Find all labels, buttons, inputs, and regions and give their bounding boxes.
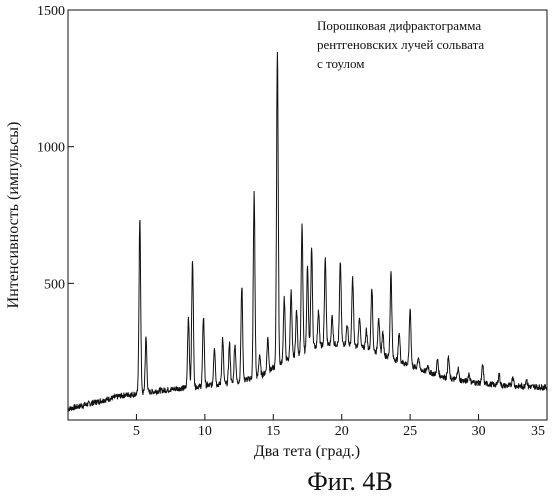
x-axis-label: Два тета (град.): [254, 443, 360, 460]
figure-caption: Фиг. 4В: [307, 467, 393, 496]
x-tick-label: 30: [472, 424, 486, 439]
y-tick-label: 1000: [37, 141, 65, 156]
annotation-line-2: рентгеновских лучей сольвата: [317, 37, 484, 52]
x-tick-label: 25: [403, 424, 417, 439]
diffraction-pattern-line: [68, 52, 547, 411]
y-tick-label: 500: [44, 277, 65, 292]
x-tick-label: 5: [133, 424, 140, 439]
x-tick-label: 10: [198, 424, 212, 439]
plot-frame: [68, 10, 547, 420]
x-tick-label: 35: [531, 424, 545, 439]
x-tick-label: 15: [266, 424, 280, 439]
annotation-line-3: с тоулом: [317, 56, 364, 71]
plot-annotation: Порошковая дифрактограмма рентгеновских …: [317, 18, 484, 71]
y-tick-label: 1500: [37, 4, 65, 19]
x-tick-label: 20: [335, 424, 349, 439]
x-axis-ticks: 5 10 15 20 25 30 35: [133, 414, 547, 439]
y-axis-label: Интенсивность (импульсы): [5, 122, 22, 309]
annotation-line-1: Порошковая дифрактограмма: [317, 18, 481, 33]
